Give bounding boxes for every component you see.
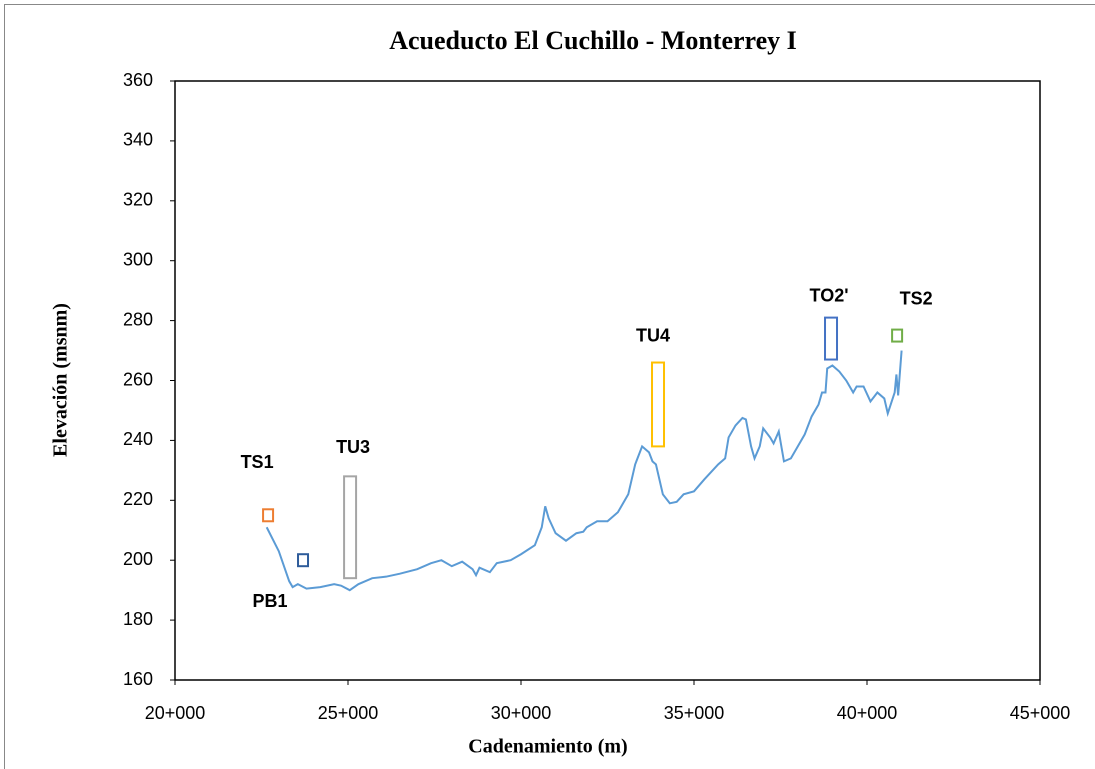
plot-area	[174, 80, 1041, 681]
structure-label: TU4	[636, 325, 670, 345]
structure-label: TU3	[336, 437, 370, 457]
x-tick-label: 30+000	[491, 703, 552, 723]
y-tick-label: 200	[123, 549, 153, 569]
y-tick-label: 360	[123, 70, 153, 90]
y-tick-label: 320	[123, 190, 153, 210]
structure-label: PB1	[253, 591, 288, 611]
structure-label: TS2	[900, 288, 933, 308]
y-tick-label: 300	[123, 249, 153, 269]
x-axis-label: Cadenamiento (m)	[468, 736, 627, 758]
structure-marker	[343, 475, 358, 580]
x-tick-label: 45+000	[1010, 703, 1071, 723]
y-tick-label: 260	[123, 369, 153, 389]
structure-marker	[891, 328, 904, 343]
x-tick-label: 25+000	[318, 703, 379, 723]
structure-marker	[651, 361, 666, 448]
x-tick-label: 40+000	[837, 703, 898, 723]
y-tick-label: 280	[123, 309, 153, 329]
y-tick-label: 180	[123, 609, 153, 629]
y-tick-label: 220	[123, 489, 153, 509]
x-tick-label: 35+000	[664, 703, 725, 723]
structure-marker	[824, 316, 839, 361]
y-tick-label: 160	[123, 669, 153, 689]
chart-title: Acueducto El Cuchillo - Monterrey I	[389, 26, 797, 55]
y-axis-label: Elevación (msnm)	[50, 303, 72, 457]
structure-label: TS1	[241, 452, 274, 472]
elevation-line	[265, 350, 903, 592]
x-tick-label: 20+000	[145, 703, 206, 723]
y-tick-label: 340	[123, 130, 153, 150]
structure-marker	[297, 553, 310, 568]
y-tick-label: 240	[123, 429, 153, 449]
chart-frame	[4, 4, 1095, 769]
structure-label: TO2'	[810, 285, 849, 305]
structure-marker	[262, 508, 275, 523]
